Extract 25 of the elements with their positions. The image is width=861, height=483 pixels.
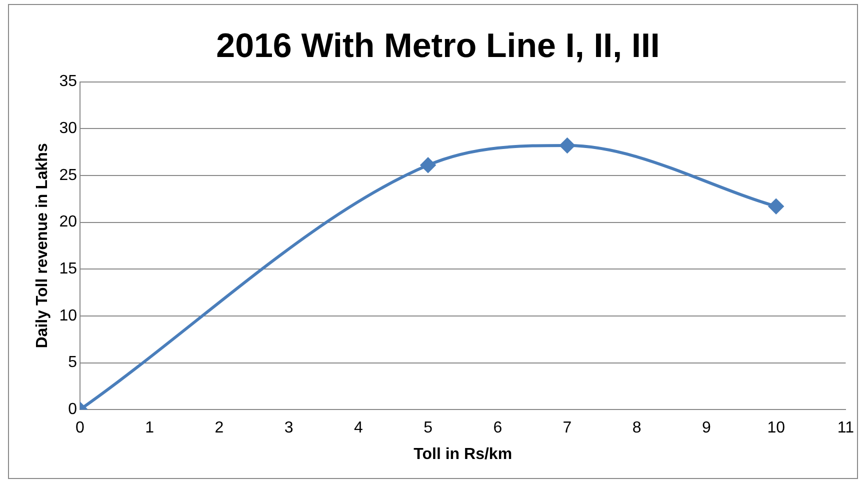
y-tick-label: 15 (59, 260, 78, 278)
x-tick-label: 2 (214, 420, 224, 437)
y-tick-label: 30 (59, 120, 78, 138)
x-tick-label: 10 (767, 420, 786, 437)
y-axis-title: Daily Toll revenue in Lakhs (34, 143, 52, 348)
x-tick-label: 7 (562, 420, 572, 437)
y-tick-label: 10 (59, 307, 78, 324)
point (420, 158, 436, 173)
x-tick-label: 6 (493, 420, 502, 437)
y-tick-label: 5 (68, 354, 78, 372)
x-tick-label: 5 (424, 420, 433, 437)
point (768, 198, 784, 214)
y-tick-label: 25 (59, 166, 78, 184)
x-tick-label: 11 (837, 420, 854, 437)
chart-title: 2016 With Metro Line I, II, III (216, 26, 660, 65)
x-tick-label: 9 (702, 420, 712, 437)
x-tick-label: 4 (354, 420, 363, 437)
point (560, 138, 575, 153)
y-tick-label: 20 (59, 214, 78, 231)
x-axis-title: Toll in Rs/km (414, 446, 512, 463)
y-tick-label: 0 (68, 401, 78, 418)
x-tick-label: 3 (284, 420, 294, 437)
y-tick-label: 35 (59, 73, 78, 90)
x-tick-label: 1 (145, 420, 154, 437)
x-tick-label: 8 (632, 420, 642, 437)
